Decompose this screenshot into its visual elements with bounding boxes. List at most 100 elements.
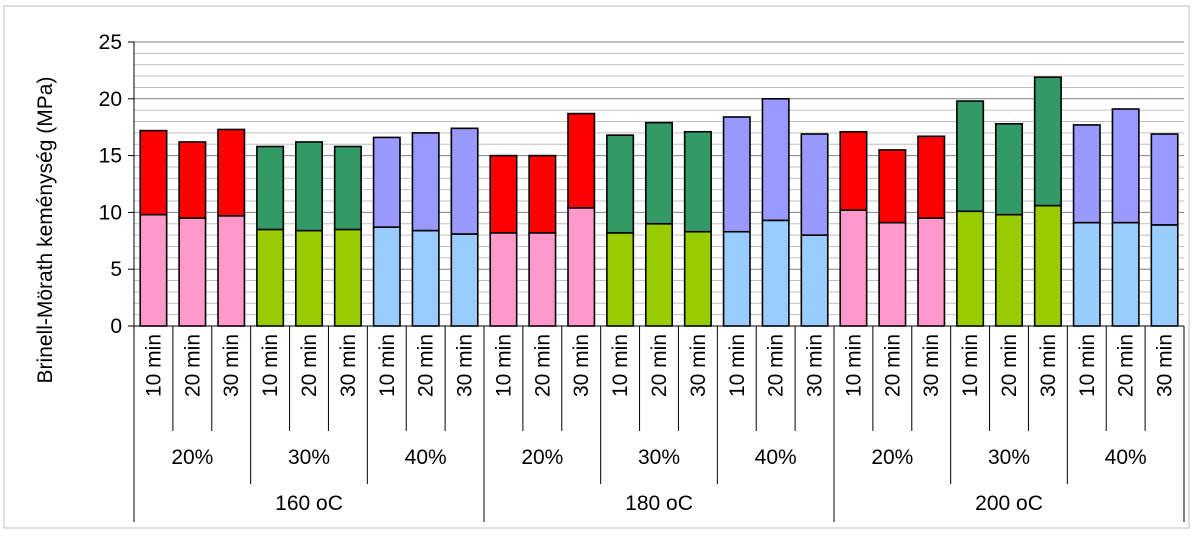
time-label: 20 min <box>765 334 788 397</box>
bar-upper-segment <box>956 100 985 213</box>
bar-upper-segment <box>372 136 401 228</box>
bar-upper-segment <box>1033 76 1062 207</box>
bar-upper-segment <box>294 141 324 232</box>
bar-upper-segment <box>644 121 674 225</box>
bar-lower-segment <box>994 213 1024 327</box>
bar-lower-segment <box>139 213 168 327</box>
bar-lower-segment <box>800 234 829 327</box>
time-label: 10 min <box>842 334 865 397</box>
concentration-label: 30% <box>988 446 1030 469</box>
time-label: 20 min <box>531 334 554 397</box>
bar-upper-segment <box>994 122 1024 216</box>
bar-lower-segment <box>333 228 362 327</box>
time-label: 20 min <box>415 334 438 397</box>
bar-upper-segment <box>333 145 362 231</box>
time-label: 20 min <box>1115 334 1138 397</box>
concentration-label: 40% <box>755 446 797 469</box>
y-tick-label: 25 <box>99 31 122 54</box>
time-label: 10 min <box>259 334 282 397</box>
concentration-label: 20% <box>521 446 563 469</box>
concentration-label: 40% <box>1105 446 1147 469</box>
time-label: 30 min <box>920 334 943 397</box>
y-tick-label: 15 <box>99 145 122 168</box>
time-label: 30 min <box>1154 334 1177 397</box>
bar-upper-segment <box>722 116 751 233</box>
bar-lower-segment <box>372 226 401 327</box>
time-label: 30 min <box>570 334 593 397</box>
axes: 0 5 10 15 20 25 <box>99 31 1185 522</box>
bar-lower-segment <box>644 222 674 327</box>
bar-upper-segment <box>839 130 868 211</box>
bar-upper-segment <box>528 154 557 234</box>
bar-lower-segment <box>489 232 518 327</box>
category-labels: 10 min 20 min 30 min 10 min 20 min 30 min 10 m… <box>142 334 1176 515</box>
bar-upper-segment <box>1072 124 1101 224</box>
bar-lower-segment <box>722 230 751 327</box>
bar-upper-segment <box>800 133 829 236</box>
temperature-label: 180 oC <box>625 492 693 515</box>
bar-lower-segment <box>178 217 207 327</box>
bars <box>139 76 1179 327</box>
bar-upper-segment <box>1150 133 1179 226</box>
time-label: 10 min <box>376 334 399 397</box>
time-label: 10 min <box>726 334 749 397</box>
bar-upper-segment <box>761 98 790 222</box>
bar-lower-segment <box>1150 224 1179 327</box>
bar-lower-segment <box>683 230 712 327</box>
time-label: 10 min <box>1076 334 1099 397</box>
bar-upper-segment <box>683 130 712 233</box>
bar-lower-segment <box>606 232 635 327</box>
time-label: 30 min <box>1037 334 1060 397</box>
bar-upper-segment <box>606 134 635 234</box>
bar-upper-segment <box>256 145 285 231</box>
bar-lower-segment <box>878 221 907 327</box>
time-label: 10 min <box>609 334 632 397</box>
bar-lower-segment <box>1111 221 1140 327</box>
bar-lower-segment <box>217 215 246 327</box>
time-label: 10 min <box>492 334 515 397</box>
concentration-label: 20% <box>871 446 913 469</box>
bar-lower-segment <box>956 210 985 327</box>
bar-upper-segment <box>178 141 207 219</box>
concentration-label: 30% <box>288 446 330 469</box>
time-label: 30 min <box>804 334 827 397</box>
bar-upper-segment <box>139 129 168 216</box>
y-tick-label: 5 <box>110 258 122 281</box>
bar-lower-segment <box>917 217 946 327</box>
bar-lower-segment <box>411 229 440 327</box>
time-label: 30 min <box>454 334 477 397</box>
bar-upper-segment <box>411 132 440 232</box>
bar-lower-segment <box>761 219 790 327</box>
bar-lower-segment <box>839 209 868 327</box>
bar-upper-segment <box>1111 108 1140 224</box>
bar-upper-segment <box>567 112 596 209</box>
concentration-label: 30% <box>638 446 680 469</box>
time-label: 20 min <box>181 334 204 397</box>
bar-upper-segment <box>878 149 907 224</box>
concentration-label: 20% <box>171 446 213 469</box>
temperature-label: 160 oC <box>275 492 343 515</box>
bar-lower-segment <box>256 228 285 327</box>
bar-lower-segment <box>567 207 596 327</box>
bar-lower-segment <box>450 233 479 327</box>
y-tick-label: 20 <box>99 88 122 111</box>
concentration-label: 40% <box>405 446 447 469</box>
time-label: 10 min <box>142 334 165 397</box>
y-tick-label: 0 <box>110 315 122 338</box>
time-label: 20 min <box>648 334 671 397</box>
y-axis-title: Brinell-Mörath keménység (MPa) <box>34 77 57 384</box>
time-label: 20 min <box>298 334 321 397</box>
time-label: 30 min <box>337 334 360 397</box>
bar-lower-segment <box>294 229 324 327</box>
bar-upper-segment <box>217 128 246 217</box>
time-label: 30 min <box>220 334 243 397</box>
bar-lower-segment <box>1033 204 1062 327</box>
bar-lower-segment <box>1072 221 1101 327</box>
bar-upper-segment <box>450 127 479 235</box>
bar-upper-segment <box>917 135 946 219</box>
bar-lower-segment <box>528 232 557 327</box>
time-label: 10 min <box>959 334 982 397</box>
time-label: 20 min <box>998 334 1021 397</box>
